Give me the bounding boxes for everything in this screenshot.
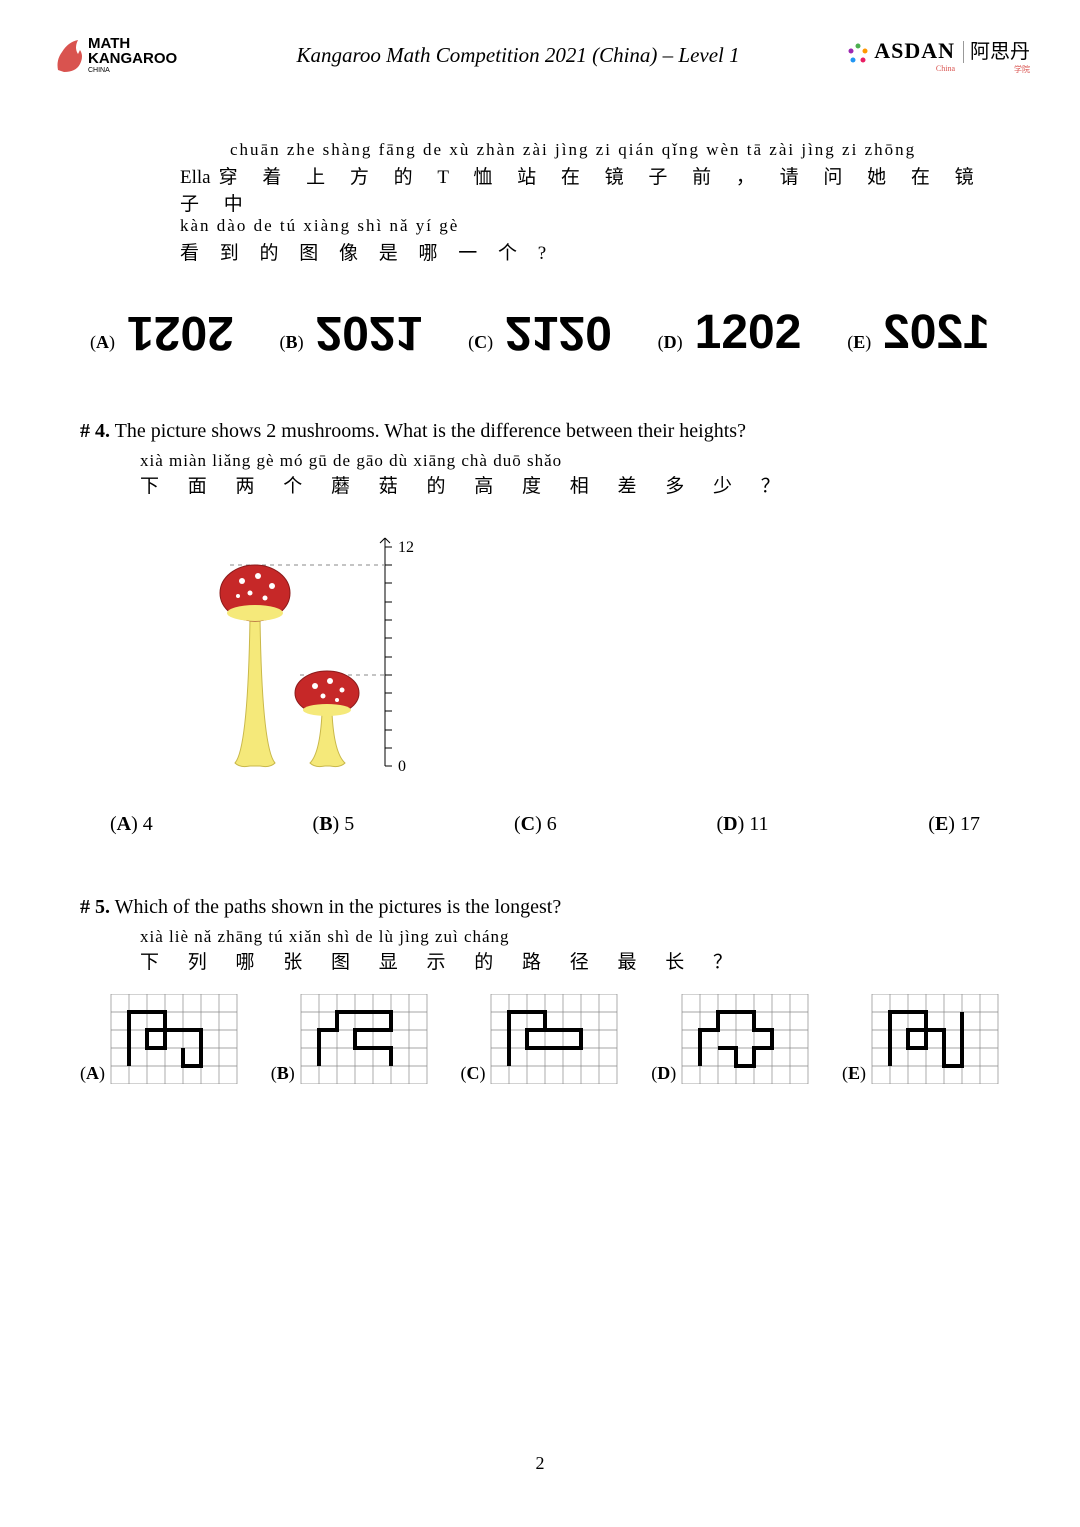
page: MATH KANGAROO CHINA Kangaroo Math Compet…: [0, 0, 1080, 1504]
q4-text: # 4. The picture shows 2 mushrooms. What…: [80, 420, 1000, 443]
asdan-logo: ASDAN China 阿思丹 学院: [846, 35, 1030, 75]
q5-opt-b: (B): [271, 994, 429, 1084]
svg-text:KANGAROO: KANGAROO: [88, 50, 177, 67]
header-title: Kangaroo Math Competition 2021 (China) –…: [190, 43, 846, 68]
q3-label-b: (B): [280, 332, 304, 352]
q5-opt-a: (A): [80, 994, 239, 1084]
q4-options: (A) 4 (B) 5 (C) 6 (D) 11 (E) 17: [80, 813, 1000, 836]
q5-number: # 5.: [80, 896, 110, 918]
q4-opt-e: (E) 17: [928, 813, 980, 836]
q3-text-block: chuān zhe shàng fāng de xù zhàn zài jìng…: [180, 140, 1000, 265]
q3-img-c: 2120: [505, 305, 612, 360]
q3-label-a: (A): [90, 332, 115, 352]
q3-hanzi-1: Ella穿 着 上 方 的 T 恤 站 在 镜 子 前 ， 请 问 她 在 镜 …: [180, 162, 1000, 216]
ruler-0: 0: [398, 758, 406, 775]
q4-pinyin: xià miàn liǎng gè mó gū de gāo dù xiāng …: [140, 451, 1000, 471]
q3-option-e: (E) 1202: [847, 305, 990, 360]
q5-hanzi: 下 列 哪 张 图 显 示 的 路 径 最 长 ？: [140, 947, 1000, 974]
q3-pinyin-1: chuān zhe shàng fāng de xù zhàn zài jìng…: [230, 140, 1000, 160]
q3-hanzi-1-text: 穿 着 上 方 的 T 恤 站 在 镜 子 前 ， 请 问 她 在 镜 子 中: [180, 167, 984, 215]
q4-figure: 12 0: [180, 518, 1000, 783]
q3-label-c: (C): [468, 332, 493, 352]
q5-block: # 5. Which of the paths shown in the pic…: [80, 896, 1000, 1084]
q3-img-a: 2021: [127, 305, 234, 360]
q5-opt-e: (E): [842, 994, 1000, 1084]
q4-hanzi: 下 面 两 个 蘑 菇 的 高 度 相 差 多 少 ？: [140, 471, 1000, 498]
q3-img-e: 1202: [883, 305, 990, 360]
q3-label-d: (D): [658, 332, 683, 352]
kangaroo-logo: MATH KANGAROO CHINA: [50, 30, 190, 80]
q3-img-b: 2021: [316, 305, 423, 360]
q5-question: Which of the paths shown in the pictures…: [115, 896, 562, 918]
asdan-dots-icon: [846, 41, 870, 70]
q3-img-d: 1202: [695, 306, 802, 359]
q5-pinyin: xià liè nǎ zhāng tú xiǎn shì de lù jìng …: [140, 927, 1000, 947]
q4-opt-a: (A) 4: [110, 813, 153, 836]
page-header: MATH KANGAROO CHINA Kangaroo Math Compet…: [50, 30, 1030, 80]
q5-opt-c: (C): [460, 994, 619, 1084]
asdan-china: China: [936, 64, 955, 73]
q5-options: (A) (B) (C) (D) (E): [80, 994, 1000, 1084]
page-number: 2: [0, 1453, 1080, 1474]
spacer: [50, 1124, 1030, 1474]
q3-option-d: (D) 1202: [658, 305, 802, 360]
q3-option-a: (A) 2021: [90, 305, 234, 360]
q3-option-b: (B) 2021: [280, 305, 423, 360]
content: chuān zhe shàng fāng de xù zhàn zài jìng…: [50, 140, 1030, 1084]
q4-block: # 4. The picture shows 2 mushrooms. What…: [80, 420, 1000, 836]
q3-pinyin-2: kàn dào de tú xiàng shì nǎ yí gè: [180, 216, 1000, 236]
asdan-text: ASDAN: [874, 38, 955, 63]
q5-text: # 5. Which of the paths shown in the pic…: [80, 896, 1000, 919]
q3-option-c: (C) 2120: [468, 305, 612, 360]
asdan-sub: 学院: [1014, 64, 1030, 75]
q3-options: (A) 2021 (B) 2021 (C) 2120 (D) 1202 (E) …: [80, 305, 1000, 360]
q4-opt-c: (C) 6: [514, 813, 557, 836]
q4-opt-b: (B) 5: [313, 813, 355, 836]
q3-hanzi-2: 看 到 的 图 像 是 哪 一 个 ?: [180, 238, 1000, 265]
q4-opt-d: (D) 11: [716, 813, 768, 836]
asdan-cn: 阿思丹: [963, 41, 1030, 63]
q4-question: The picture shows 2 mushrooms. What is t…: [115, 420, 746, 442]
ruler-12: 12: [398, 539, 414, 556]
q4-number: # 4.: [80, 420, 110, 442]
q5-opt-d: (D): [651, 994, 810, 1084]
q3-label-e: (E): [847, 332, 871, 352]
svg-text:CHINA: CHINA: [88, 67, 110, 74]
q3-ella: Ella: [180, 167, 211, 188]
